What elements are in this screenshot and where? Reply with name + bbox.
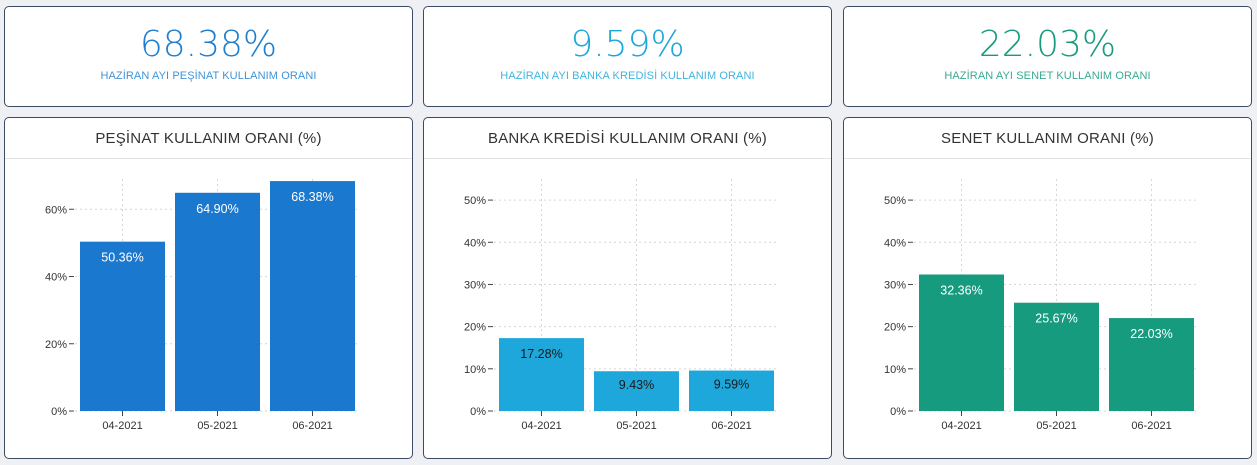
y-tick-label: 40% — [45, 272, 67, 284]
y-tick-label: 10% — [884, 364, 906, 376]
y-tick-label: 0% — [890, 406, 906, 418]
bar-value-label: 50.36% — [101, 251, 143, 265]
bar[interactable] — [1109, 318, 1194, 411]
bar-value-label: 25.67% — [1035, 312, 1077, 326]
y-tick-label: 20% — [45, 339, 67, 351]
bar[interactable] — [919, 274, 1004, 411]
bar-value-label: 22.03% — [1130, 327, 1172, 341]
y-tick-label: 50% — [884, 195, 906, 207]
x-tick-label: 05-2021 — [1036, 420, 1076, 432]
y-tick-label: 30% — [464, 279, 486, 291]
x-tick-label: 04-2021 — [941, 420, 981, 432]
chart-title: PEŞİNAT KULLANIM ORANI (%) — [5, 118, 412, 159]
kpi-value: 68.38% — [139, 24, 278, 65]
kpi-label: HAZİRAN AYI PEŞİNAT KULLANIM ORANI — [100, 70, 317, 82]
kpi-value: 9.59% — [570, 24, 685, 65]
x-tick-label: 04-2021 — [521, 420, 561, 432]
chart-card-pesinat: PEŞİNAT KULLANIM ORANI (%) 0% 20% 40% 60% 50… — [4, 117, 413, 459]
x-tick-label: 06-2021 — [711, 420, 751, 432]
bar[interactable] — [594, 371, 679, 411]
bar[interactable] — [689, 370, 774, 411]
x-tick-label: 04-2021 — [102, 420, 142, 432]
y-tick-label: 20% — [884, 322, 906, 334]
x-tick-label: 05-2021 — [616, 420, 656, 432]
kpi-label: HAZİRAN AYI SENET KULLANIM ORANI — [944, 70, 1151, 82]
bar[interactable] — [1014, 302, 1099, 411]
y-tick-label: 60% — [45, 204, 67, 216]
y-tick-label: 0% — [470, 406, 486, 418]
bar-value-label: 9.43% — [619, 378, 654, 392]
bar-value-label: 64.90% — [196, 202, 238, 216]
chart-card-senet: SENET KULLANIM ORANI (%) 0% 10% 20% 30% 40% 5… — [843, 117, 1252, 459]
y-tick-label: 40% — [884, 237, 906, 249]
kpi-card-senet: 22.03% HAZİRAN AYI SENET KULLANIM ORANI — [843, 6, 1252, 107]
chart-banka-kredisi: 0% 10% 20% 30% 40% 50% 17.28% 04-2021 9.43% 05-20… — [464, 179, 779, 432]
bar[interactable] — [175, 192, 260, 411]
bar[interactable] — [270, 181, 355, 411]
y-tick-label: 40% — [464, 237, 486, 249]
bar-value-label: 32.36% — [940, 283, 982, 297]
y-tick-label: 20% — [464, 322, 486, 334]
chart-card-banka-kredisi: BANKA KREDİSİ KULLANIM ORANI (%) 0% 10% 20… — [423, 117, 832, 459]
y-tick-label: 30% — [884, 279, 906, 291]
y-tick-label: 0% — [51, 406, 67, 418]
y-tick-label: 10% — [464, 364, 486, 376]
y-tick-label: 50% — [464, 195, 486, 207]
kpi-value: 22.03% — [978, 24, 1117, 65]
kpi-card-banka-kredisi: 9.59% HAZİRAN AYI BANKA KREDİSİ KULLANIM… — [423, 6, 832, 107]
kpi-card-pesinat: 68.38% HAZİRAN AYI PEŞİNAT KULLANIM ORAN… — [4, 6, 413, 107]
x-tick-label: 06-2021 — [1131, 420, 1171, 432]
kpi-label: HAZİRAN AYI BANKA KREDİSİ KULLANIM ORANI — [500, 70, 755, 82]
bar-value-label: 68.38% — [291, 190, 333, 204]
x-tick-label: 06-2021 — [292, 420, 332, 432]
bar-value-label: 17.28% — [520, 347, 562, 361]
x-tick-label: 05-2021 — [197, 420, 237, 432]
bar[interactable] — [499, 338, 584, 411]
bar[interactable] — [80, 241, 165, 411]
bar-value-label: 9.59% — [714, 378, 749, 392]
chart-senet: 0% 10% 20% 30% 40% 50% 32.36% 04-2021 25.67% 05-2… — [884, 179, 1199, 432]
chart-pesinat: 0% 20% 40% 60% 50.36% 04-2021 64.90% 05-2021 68.… — [45, 179, 360, 432]
chart-title: SENET KULLANIM ORANI (%) — [844, 118, 1251, 159]
chart-title: BANKA KREDİSİ KULLANIM ORANI (%) — [424, 118, 831, 159]
